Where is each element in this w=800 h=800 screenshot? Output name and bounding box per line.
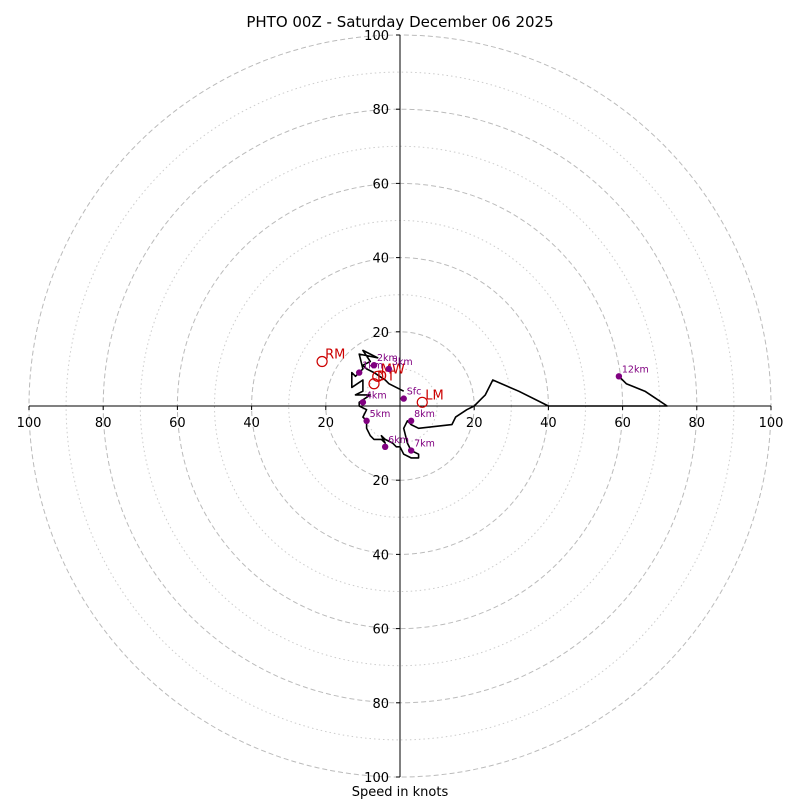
storm-motion-label-dt: DT [377, 370, 395, 385]
chart-title: PHTO 00Z - Saturday December 06 2025 [246, 13, 553, 31]
x-tick-label: 80 [95, 416, 112, 431]
y-tick-label: 80 [372, 697, 389, 712]
storm-motion-label-rm: RM [325, 347, 345, 362]
storm-motion-marker-dt [368, 378, 380, 390]
y-tick-label: 20 [372, 326, 389, 341]
y-tick-label: 60 [372, 623, 389, 638]
height-marker-sfc [400, 395, 407, 402]
height-label-sfc: Sfc [407, 387, 422, 398]
height-marker-3km [385, 365, 393, 373]
height-label-4km: 4km [366, 390, 387, 401]
height-marker-5km [363, 417, 370, 425]
x-tick-label: 100 [759, 416, 784, 431]
y-tick-label: 80 [372, 103, 389, 118]
height-label-5km: 5km [370, 409, 391, 420]
x-tick-label: 100 [17, 416, 42, 431]
x-tick-label: 20 [318, 416, 335, 431]
height-marker-12km [615, 373, 623, 380]
x-tick-label: 40 [540, 416, 557, 431]
height-marker-6km [381, 443, 389, 451]
y-tick-label: 100 [364, 29, 389, 44]
height-marker-4km [359, 399, 367, 406]
height-label-7km: 7km [414, 439, 435, 450]
y-tick-label: 40 [372, 252, 389, 267]
y-tick-label: 100 [364, 771, 389, 786]
height-label-8km: 8km [414, 409, 435, 420]
height-label-6km: 6km [388, 435, 409, 446]
x-axis-label: Speed in knots [352, 785, 449, 800]
height-label-3km: 3km [392, 357, 413, 368]
x-tick-label: 40 [243, 416, 260, 431]
tick-labels: 100 80 60 40 20 20 40 60 80 100 100 80 60 40 20 20 40 60 8… [17, 29, 784, 786]
storm-motion-marker-rm [316, 355, 328, 368]
height-marker-8km [407, 417, 415, 425]
height-label-12km: 12km [622, 364, 649, 375]
y-tick-label: 40 [372, 548, 389, 563]
height-label-2km: 2km [377, 353, 398, 364]
storm-motion-label-lm: LM [425, 388, 443, 403]
height-marker-2km [370, 361, 378, 369]
y-tick-label: 60 [372, 177, 389, 192]
x-tick-label: 80 [689, 416, 706, 431]
x-tick-label: 60 [614, 416, 631, 431]
height-marker-7km [407, 447, 415, 454]
storm-motion-marker-lm [416, 396, 428, 408]
x-tick-label: 60 [169, 416, 186, 431]
y-tick-label: 20 [372, 474, 389, 489]
storm-motion-label-mw: MW [381, 362, 405, 377]
x-tick-label: 20 [466, 416, 483, 431]
height-markers: Sfc1km2km3km4km5km6km7km8km12km [355, 353, 649, 454]
height-marker-1km [355, 369, 363, 376]
